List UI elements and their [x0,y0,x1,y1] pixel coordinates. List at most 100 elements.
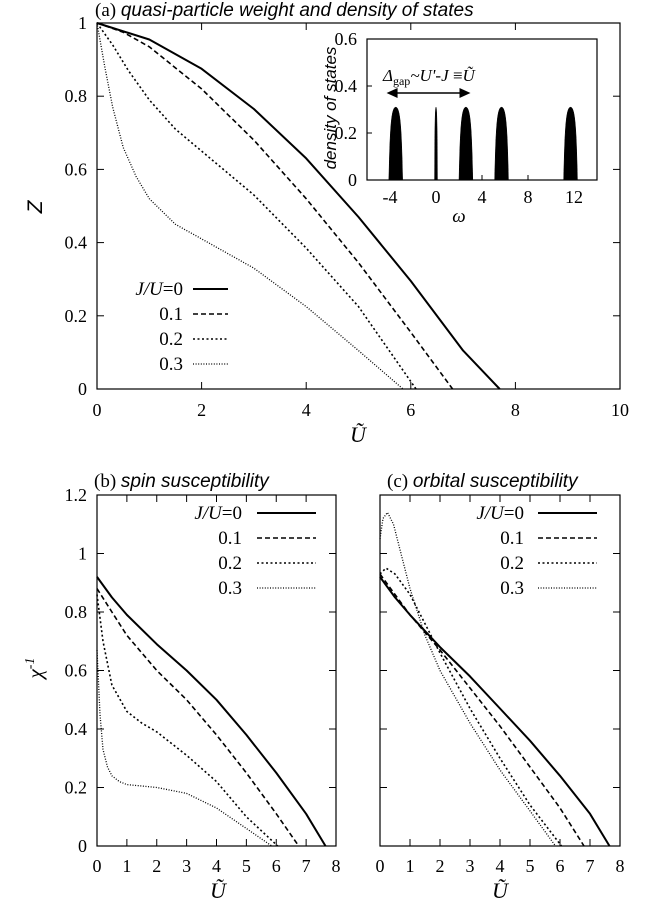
xtick-label-1-7: 7 [302,856,311,876]
legend-label-1-1: 0.1 [218,528,242,549]
panel-b-ylabel: χ-1 [23,658,47,681]
xtick-label-1-1: 1 [122,856,131,876]
panel-a-legend: J/U=0 0.1 0.2 0.3 [135,279,228,375]
xtick-label-1-2: 2 [152,856,161,876]
dos-peak-1 [434,106,438,181]
inset-xtick-label-0: -4 [383,187,398,207]
series-line-1-3 [96,649,273,847]
panel-a-ylabel: Z [24,199,47,214]
inset-xtick-label-3: 8 [524,187,533,207]
xtick-label-0-1: 2 [197,400,206,420]
inset-xtick-label-4: 12 [565,187,583,207]
ytick-label-0-4: 0.8 [65,86,88,106]
ytick-label-0-2: 0.4 [65,233,88,253]
xtick-label-1-3: 3 [182,856,191,876]
xtick-label-0-5: 10 [611,400,629,420]
panel-b: (b) spin susceptibility 0 1 2 3 4 5 6 7 800.20.4… [23,471,341,903]
panel-a-xlabel: Ũ [350,422,368,447]
ytick-label-0-3: 0.6 [65,159,88,179]
legend-label-0-1: 0.1 [159,304,183,325]
panel-c-legend: J/U=0 0.1 0.2 0.3 [476,503,597,599]
gap-arrow-head-left [386,88,398,98]
series-line-0-3 [96,22,404,390]
inset-xlabel: ω [452,206,465,227]
inset-ytick-label-3: 0.6 [335,29,358,49]
legend-label-2-0: J/U=0 [476,503,524,524]
gap-arrow [386,88,471,98]
xtick-label-1-0: 0 [93,856,102,876]
series-line-1-0 [96,576,327,847]
dos-peak-0 [388,106,403,181]
panel-c-xlabel: Ũ [492,878,510,903]
series-line-1-2 [96,594,279,847]
ytick-label-1-2: 0.4 [65,719,88,739]
legend-label-2-3: 0.3 [500,578,524,599]
ytick-label-1-1: 0.2 [65,778,88,798]
panel-a-frame [96,22,621,390]
ytick-label-1-0: 0 [78,836,87,856]
xtick-label-2-7: 7 [586,856,595,876]
panel-b-xlabel: Ũ [210,878,228,903]
series-line-2-2 [379,567,563,847]
inset-ylabel: density of states [321,46,340,169]
panel-a-title: (a) quasi-particle weight and density of… [95,0,474,21]
legend-label-2-1: 0.1 [500,528,524,549]
gap-annotation: Δgap~U'-J ≡Ũ [382,66,476,88]
xtick-label-0-0: 0 [93,400,102,420]
xtick-label-2-3: 3 [466,856,475,876]
ytick-label-1-3: 0.6 [65,661,88,681]
series-line-2-1 [379,573,585,847]
xtick-label-1-4: 4 [212,856,221,876]
ytick-label-1-4: 0.8 [65,602,88,622]
legend-label-0-0: J/U=0 [135,279,183,300]
panel-a: (a) quasi-particle weight and density of… [24,0,629,447]
legend-label-1-2: 0.2 [218,553,242,574]
ytick-label-1-5: 1 [78,544,87,564]
xtick-label-2-2: 2 [436,856,445,876]
series-line-0-1 [96,22,454,390]
xtick-label-1-6: 6 [272,856,281,876]
dos-inset: -4 0 4 8 12 0 0.2 0.4 0.6 density of states ω Δg… [321,29,598,227]
series-line-0-2 [96,22,417,390]
xtick-label-0-3: 6 [406,400,415,420]
legend-label-0-2: 0.2 [159,329,183,350]
xtick-label-2-4: 4 [496,856,505,876]
dos-peak-2 [458,106,474,181]
inset-ytick-label-0: 0 [348,170,357,190]
inset-frame [366,38,598,181]
series-line-2-0 [379,576,611,847]
inset-ytick-label-1: 0.2 [335,123,358,143]
xtick-label-2-6: 6 [556,856,565,876]
ytick-label-0-0: 0 [78,379,87,399]
panel-c: (c) orbital susceptibility 0 1 2 3 4 5 6 7 8 Ũ J… [376,471,625,903]
series-line-0-0 [96,22,501,390]
xtick-label-1-8: 8 [332,856,341,876]
xtick-label-2-0: 0 [376,856,385,876]
legend-label-0-3: 0.3 [159,354,183,375]
xtick-label-1-5: 5 [242,856,251,876]
panel-b-title: (b) spin susceptibility [94,471,270,492]
panel-b-legend: J/U=0 0.1 0.2 0.3 [194,503,316,599]
series-line-1-1 [96,588,300,847]
panel-c-title: (c) orbital susceptibility [387,471,579,492]
xtick-label-2-8: 8 [616,856,625,876]
legend-label-2-2: 0.2 [500,553,524,574]
ytick-label-1-6: 1.2 [65,485,88,505]
inset-ytick-label-2: 0.4 [335,76,358,96]
panel-c-frame [379,494,621,847]
legend-label-1-3: 0.3 [218,578,242,599]
xtick-label-0-2: 4 [302,400,311,420]
inset-xtick-label-2: 4 [478,187,487,207]
legend-label-1-0: J/U=0 [194,503,242,524]
xtick-label-2-5: 5 [526,856,535,876]
xtick-label-0-4: 8 [511,400,520,420]
gap-arrow-head-right [459,88,471,98]
dos-peak-3 [494,106,509,181]
ytick-label-0-1: 0.2 [65,306,88,326]
xtick-label-2-1: 1 [406,856,415,876]
series-line-2-3 [379,511,557,847]
panel-b-frame [96,494,337,847]
inset-xtick-label-1: 0 [432,187,441,207]
dos-peak-4 [563,106,578,181]
